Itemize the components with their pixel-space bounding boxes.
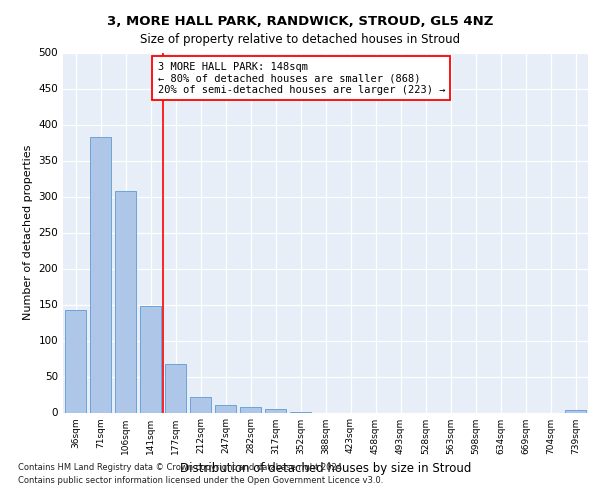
X-axis label: Distribution of detached houses by size in Stroud: Distribution of detached houses by size … <box>180 462 471 475</box>
Text: Contains public sector information licensed under the Open Government Licence v3: Contains public sector information licen… <box>18 476 383 485</box>
Bar <box>115 192 136 412</box>
Bar <box>90 136 111 412</box>
Bar <box>265 409 286 412</box>
Y-axis label: Number of detached properties: Number of detached properties <box>23 145 33 320</box>
Text: 3 MORE HALL PARK: 148sqm
← 80% of detached houses are smaller (868)
20% of semi-: 3 MORE HALL PARK: 148sqm ← 80% of detach… <box>157 62 445 94</box>
Bar <box>140 306 161 412</box>
Text: 3, MORE HALL PARK, RANDWICK, STROUD, GL5 4NZ: 3, MORE HALL PARK, RANDWICK, STROUD, GL5… <box>107 15 493 28</box>
Bar <box>240 406 261 412</box>
Bar <box>565 410 586 412</box>
Bar <box>65 310 86 412</box>
Bar <box>215 406 236 412</box>
Text: Contains HM Land Registry data © Crown copyright and database right 2024.: Contains HM Land Registry data © Crown c… <box>18 462 344 471</box>
Bar <box>165 364 186 412</box>
Text: Size of property relative to detached houses in Stroud: Size of property relative to detached ho… <box>140 32 460 46</box>
Bar <box>190 398 211 412</box>
